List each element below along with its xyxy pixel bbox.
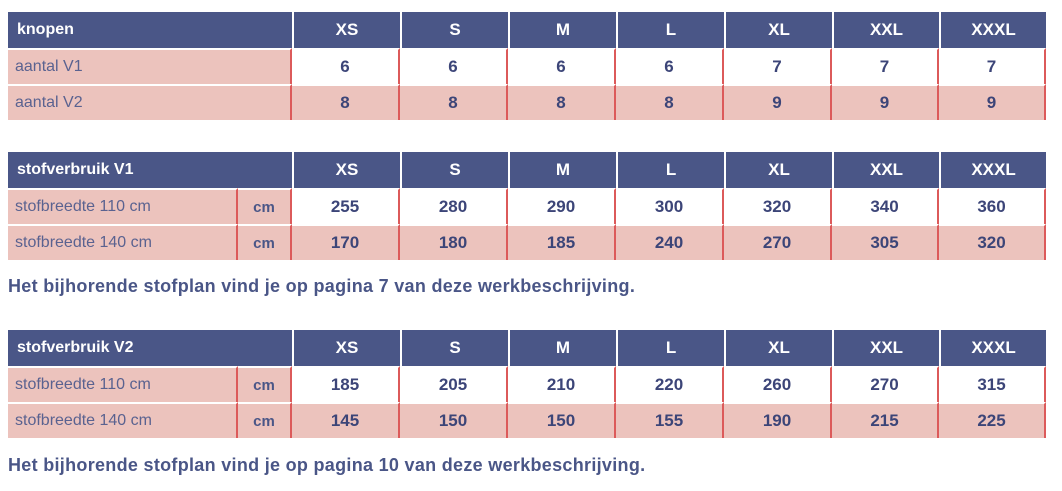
stof-v2-header-row: stofverbruik V2 XS S M L XL XXL XXXL	[8, 330, 1047, 366]
size-header-xxl: XXL	[832, 12, 939, 48]
table-cell: 6	[508, 48, 616, 84]
table-cell: 300	[616, 188, 725, 224]
row-label: aantal V1	[8, 48, 292, 84]
stofplan-note-v1: Het bijhorende stofplan vind je op pagin…	[8, 276, 636, 296]
knopen-title: knopen	[8, 12, 292, 48]
table-row: aantal V1 6 6 6 6 7 7 7	[8, 48, 1046, 84]
table-cell: 260	[724, 366, 833, 402]
size-header-xxxl: XXXL	[939, 330, 1047, 366]
table-cell: 360	[939, 188, 1047, 224]
table-cell: 280	[400, 188, 509, 224]
table-cell: 270	[832, 366, 940, 402]
stof-v1-header-row: stofverbruik V1 XS S M L XL XXL XXXL	[8, 152, 1047, 188]
table-cell: 305	[832, 224, 940, 260]
size-header-m: M	[508, 330, 617, 366]
table-row: stofbreedte 110 cm cm 185 205 210 220 26…	[8, 366, 1047, 402]
table-cell: 290	[508, 188, 617, 224]
size-header-xxl: XXL	[832, 152, 940, 188]
stofplan-note-v2: Het bijhorende stofplan vind je op pagin…	[8, 455, 646, 475]
size-header-s: S	[400, 12, 508, 48]
table-cell: 240	[616, 224, 725, 260]
size-header-xxxl: XXXL	[939, 152, 1047, 188]
table-cell: 9	[939, 84, 1046, 120]
unit-label: cm	[238, 224, 293, 260]
size-header-xl: XL	[724, 330, 833, 366]
size-header-xxl: XXL	[832, 330, 940, 366]
size-header-l: L	[616, 12, 724, 48]
table-cell: 6	[400, 48, 508, 84]
table-cell: 9	[724, 84, 832, 120]
table-cell: 220	[616, 366, 725, 402]
table-cell: 210	[508, 366, 617, 402]
row-label: stofbreedte 110 cm	[8, 188, 238, 224]
knopen-table: knopen XS S M L XL XXL XXXL aantal V1 6 …	[8, 12, 1046, 120]
table-cell: 6	[616, 48, 724, 84]
size-header-xs: XS	[292, 330, 401, 366]
table-cell: 320	[939, 224, 1047, 260]
stof-v2-title: stofverbruik V2	[8, 330, 293, 366]
size-header-l: L	[616, 330, 725, 366]
table-cell: 150	[400, 402, 509, 438]
size-header-xs: XS	[292, 152, 401, 188]
row-label: aantal V2	[8, 84, 292, 120]
table-cell: 170	[292, 224, 401, 260]
size-header-s: S	[400, 330, 509, 366]
knopen-header-row: knopen XS S M L XL XXL XXXL	[8, 12, 1046, 48]
table-cell: 9	[832, 84, 939, 120]
size-header-xl: XL	[724, 12, 832, 48]
table-cell: 185	[292, 366, 401, 402]
table-cell: 8	[508, 84, 616, 120]
stof-v1-title: stofverbruik V1	[8, 152, 293, 188]
table-cell: 185	[508, 224, 617, 260]
table-row: stofbreedte 140 cm cm 145 150 150 155 19…	[8, 402, 1047, 438]
size-header-xs: XS	[292, 12, 400, 48]
table-cell: 215	[832, 402, 940, 438]
size-header-xxxl: XXXL	[939, 12, 1046, 48]
table-cell: 7	[724, 48, 832, 84]
table-row: aantal V2 8 8 8 8 9 9 9	[8, 84, 1046, 120]
table-cell: 7	[832, 48, 939, 84]
size-header-xl: XL	[724, 152, 833, 188]
table-cell: 320	[724, 188, 833, 224]
table-cell: 205	[400, 366, 509, 402]
unit-label: cm	[238, 366, 293, 402]
size-header-s: S	[400, 152, 509, 188]
table-cell: 8	[616, 84, 724, 120]
row-label: stofbreedte 110 cm	[8, 366, 238, 402]
size-header-m: M	[508, 12, 616, 48]
table-cell: 180	[400, 224, 509, 260]
table-cell: 315	[939, 366, 1047, 402]
size-header-m: M	[508, 152, 617, 188]
table-cell: 145	[292, 402, 401, 438]
table-cell: 8	[292, 84, 400, 120]
table-cell: 6	[292, 48, 400, 84]
stofverbruik-v1-table: stofverbruik V1 XS S M L XL XXL XXXL sto…	[8, 152, 1047, 260]
table-cell: 190	[724, 402, 833, 438]
table-cell: 270	[724, 224, 833, 260]
unit-label: cm	[238, 402, 293, 438]
unit-label: cm	[238, 188, 293, 224]
size-header-l: L	[616, 152, 725, 188]
stofverbruik-v2-table: stofverbruik V2 XS S M L XL XXL XXXL sto…	[8, 330, 1047, 438]
table-cell: 150	[508, 402, 617, 438]
table-cell: 155	[616, 402, 725, 438]
table-cell: 255	[292, 188, 401, 224]
table-cell: 225	[939, 402, 1047, 438]
table-cell: 7	[939, 48, 1046, 84]
row-label: stofbreedte 140 cm	[8, 402, 238, 438]
table-row: stofbreedte 110 cm cm 255 280 290 300 32…	[8, 188, 1047, 224]
table-cell: 8	[400, 84, 508, 120]
row-label: stofbreedte 140 cm	[8, 224, 238, 260]
table-cell: 340	[832, 188, 940, 224]
table-row: stofbreedte 140 cm cm 170 180 185 240 27…	[8, 224, 1047, 260]
